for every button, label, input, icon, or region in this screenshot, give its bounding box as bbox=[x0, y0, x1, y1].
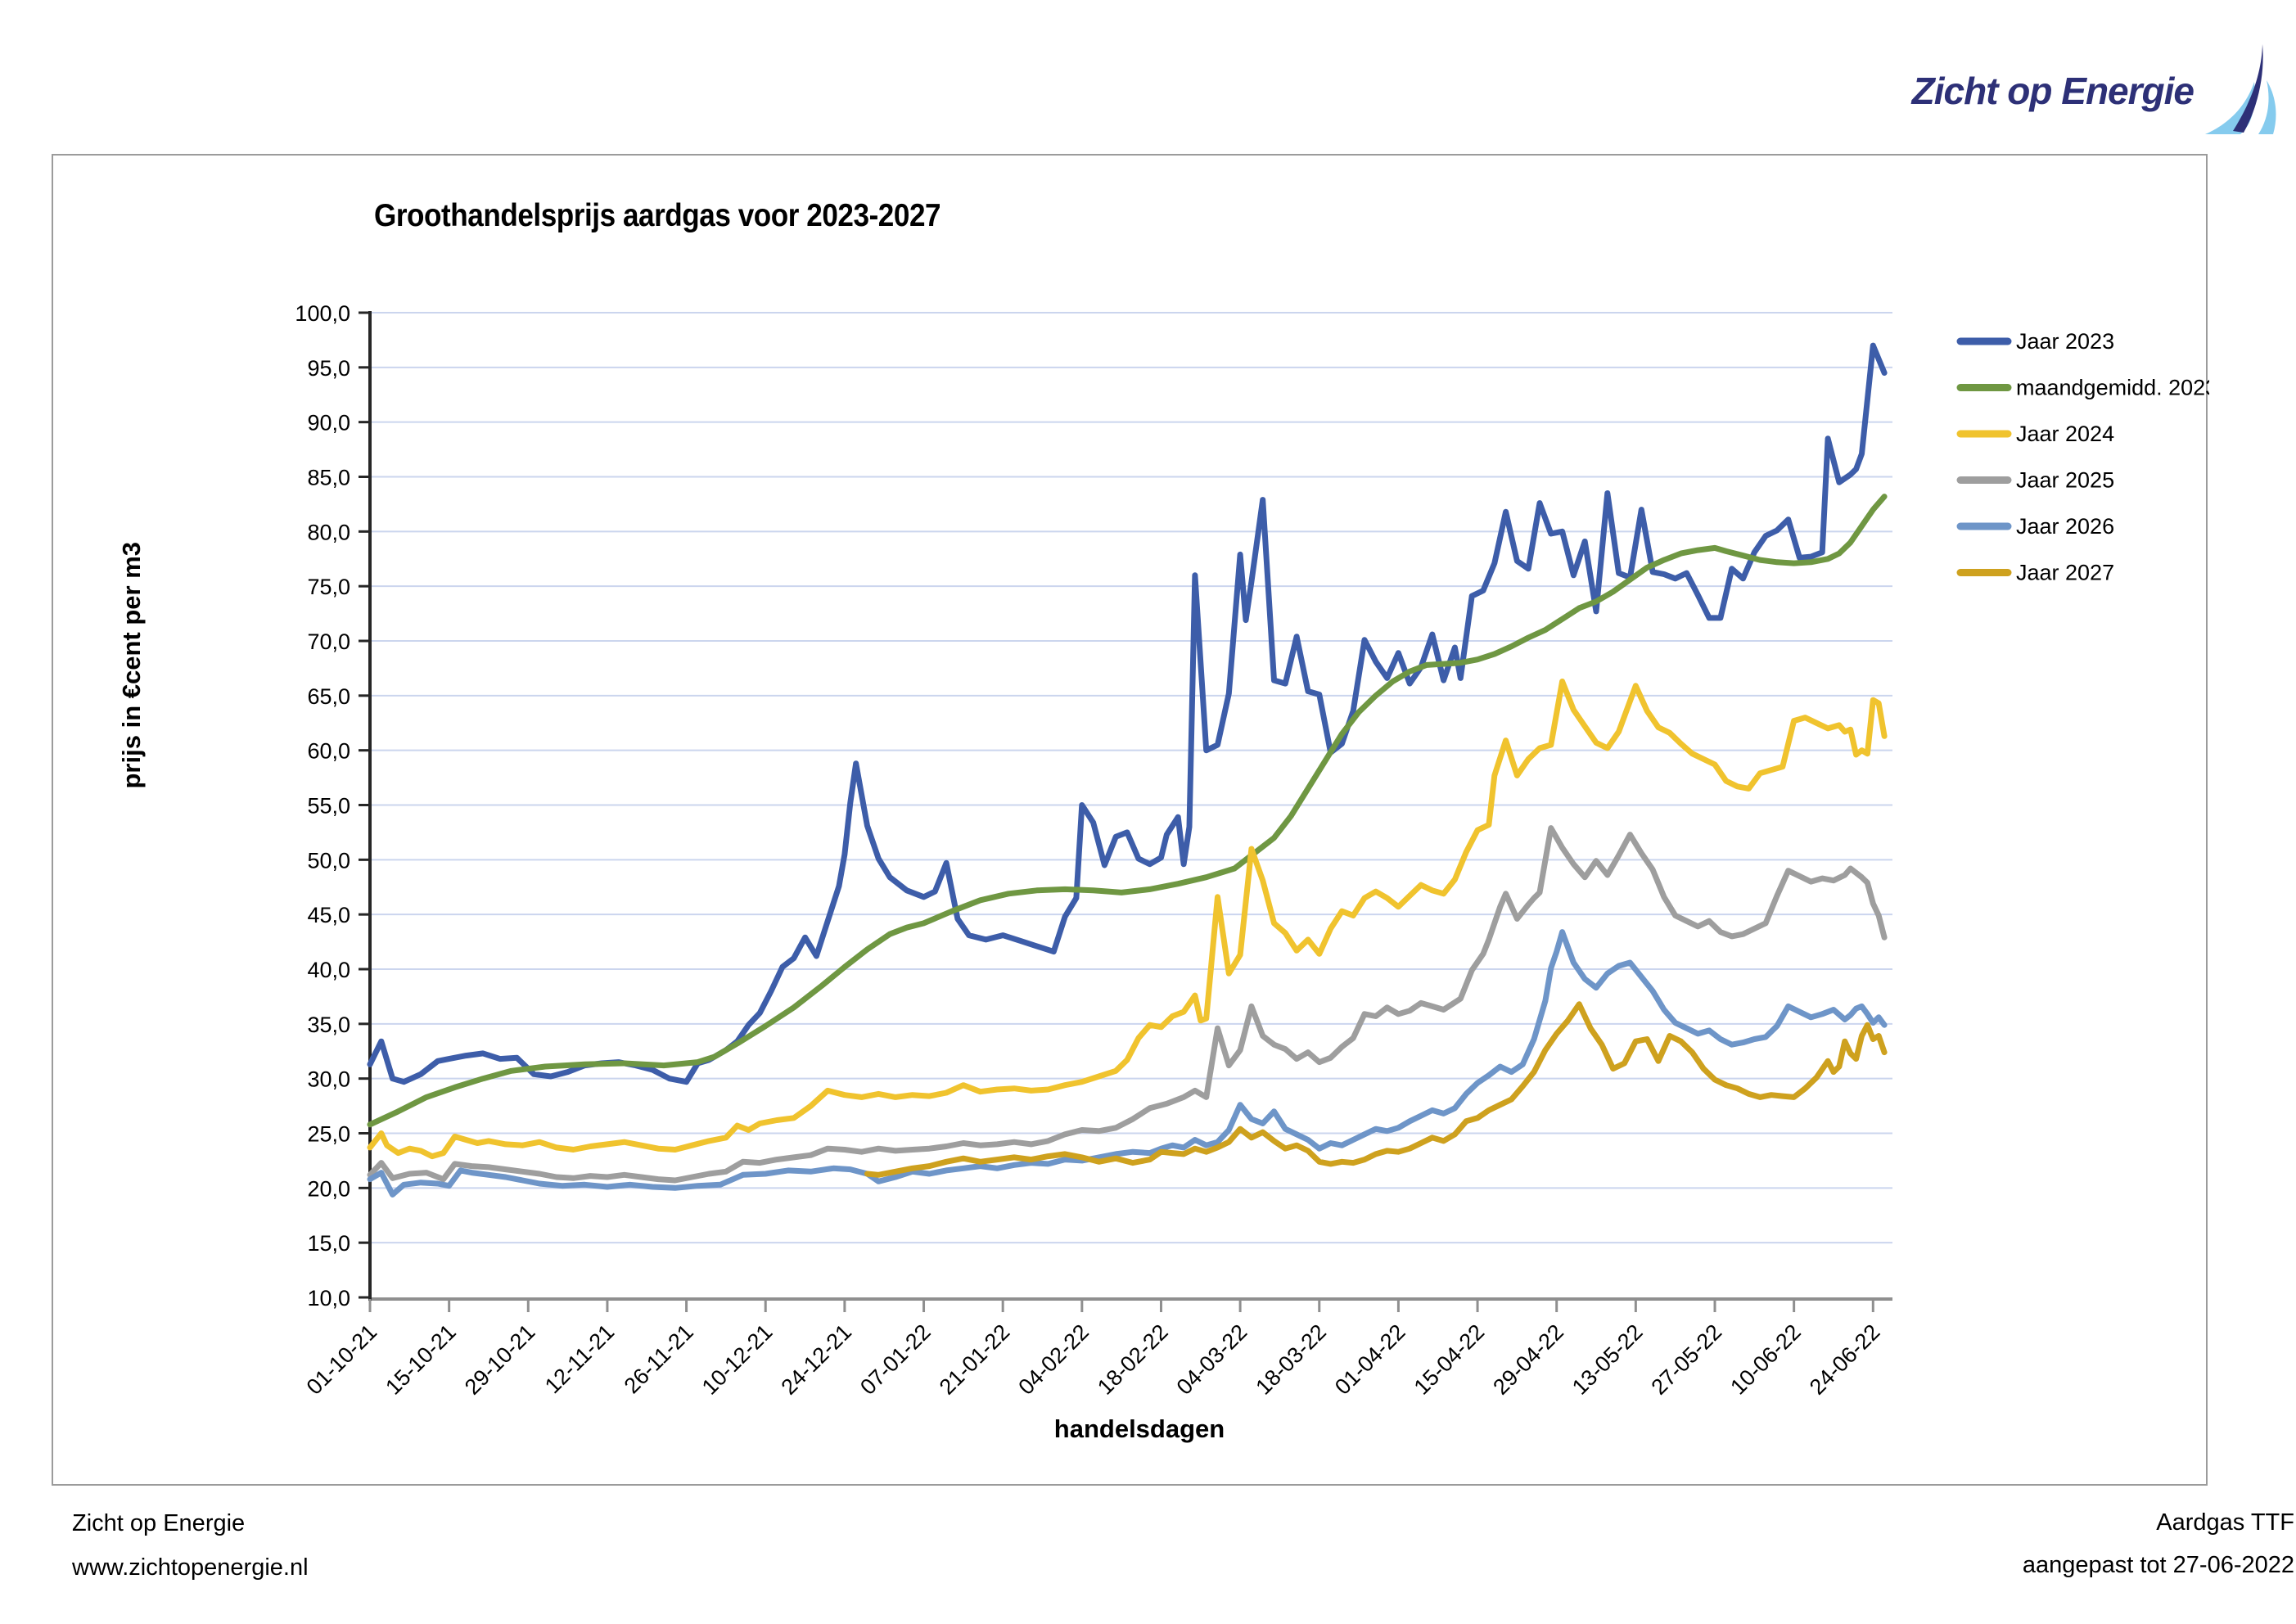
footer-product: Aardgas TTF bbox=[2156, 1509, 2294, 1536]
y-tick-label: 70,0 bbox=[307, 629, 350, 654]
y-tick-label: 20,0 bbox=[307, 1176, 350, 1201]
legend-label: Jaar 2025 bbox=[2016, 468, 2114, 493]
x-tick-label: 10-12-21 bbox=[697, 1320, 778, 1400]
y-tick-label: 90,0 bbox=[307, 411, 350, 435]
y-tick-label: 30,0 bbox=[307, 1067, 350, 1092]
y-tick-label: 100,0 bbox=[295, 301, 350, 326]
logo-text: Zicht op Energie bbox=[1911, 70, 2195, 112]
series-line-jaar-2024 bbox=[367, 679, 1888, 1160]
sailboat-icon bbox=[2205, 44, 2276, 134]
y-tick-label: 65,0 bbox=[307, 684, 350, 709]
plot-svg: 10,0 15,0 20,0 25,0 30,0 35,0 40,0 45,0 50,0 55,0… bbox=[295, 301, 2209, 1400]
y-tick-label: 60,0 bbox=[307, 739, 350, 764]
legend-label: Jaar 2024 bbox=[2016, 422, 2114, 446]
legend-label: Jaar 2026 bbox=[2016, 514, 2114, 539]
series-line-jaar-2026 bbox=[367, 929, 1888, 1198]
y-tick-label: 95,0 bbox=[307, 356, 350, 381]
x-tick-label: 24-12-21 bbox=[776, 1320, 856, 1400]
x-tick-label: 04-02-22 bbox=[1013, 1320, 1094, 1400]
x-tick-label: 18-02-22 bbox=[1093, 1320, 1173, 1400]
x-tick-label: 15-04-22 bbox=[1410, 1320, 1490, 1400]
x-tick-label: 27-05-22 bbox=[1647, 1320, 1727, 1400]
x-tick-label: 01-04-22 bbox=[1330, 1320, 1410, 1400]
footer-website: www.zichtopenergie.nl bbox=[72, 1554, 309, 1581]
x-tick-label: 26-11-21 bbox=[620, 1320, 698, 1398]
x-tick-label: 01-10-21 bbox=[302, 1320, 382, 1400]
y-tick-label: 75,0 bbox=[307, 575, 350, 599]
x-tick-label: 07-01-22 bbox=[855, 1320, 936, 1400]
series-line-jaar-2027 bbox=[864, 1001, 1888, 1178]
series-line-jaar-2025 bbox=[367, 825, 1888, 1184]
series-line-jaar-2023 bbox=[367, 342, 1888, 1085]
y-tick-label: 50,0 bbox=[307, 848, 350, 873]
x-tick-label: 18-03-22 bbox=[1251, 1320, 1331, 1400]
y-tick-label: 45,0 bbox=[307, 903, 350, 927]
x-tick-label: 29-04-22 bbox=[1488, 1320, 1568, 1400]
footer-right: Aardgas TTF aangepast tot 27-06-2022 bbox=[2023, 1501, 2294, 1586]
x-tick-label: 04-03-22 bbox=[1172, 1320, 1252, 1400]
y-tick-label: 35,0 bbox=[307, 1013, 350, 1037]
chart-title: Groothandelsprijs aardgas voor 2023-2027 bbox=[374, 198, 941, 233]
footer-updated: aangepast tot 27-06-2022 bbox=[2022, 1552, 2294, 1578]
x-tick-label: 15-10-21 bbox=[381, 1320, 461, 1400]
y-tick-label: 55,0 bbox=[307, 794, 350, 819]
legend-label: maandgemidd. 2023 bbox=[2016, 376, 2209, 400]
x-tick-label: 21-01-22 bbox=[935, 1320, 1015, 1400]
y-tick-label: 15,0 bbox=[307, 1231, 350, 1256]
y-tick-label: 85,0 bbox=[307, 466, 350, 490]
chart-frame: Groothandelsprijs aardgas voor 2023-2027… bbox=[52, 154, 2209, 1486]
y-tick-label: 80,0 bbox=[307, 520, 350, 544]
x-axis-title: handelsdagen bbox=[1053, 1414, 1225, 1443]
y-tick-label: 25,0 bbox=[307, 1122, 350, 1147]
x-tick-label: 12-11-21 bbox=[540, 1320, 619, 1398]
footer-left: Zicht op Energie www.zichtopenergie.nl bbox=[72, 1501, 309, 1590]
legend-label: Jaar 2027 bbox=[2016, 561, 2114, 585]
footer-company: Zicht op Energie bbox=[72, 1510, 246, 1536]
logo: Zicht op Energie bbox=[1912, 43, 2280, 139]
x-tick-label: 13-05-22 bbox=[1568, 1320, 1648, 1400]
series-line-maandgemidd-2023 bbox=[367, 494, 1888, 1128]
x-tick-label: 10-06-22 bbox=[1725, 1320, 1806, 1400]
legend-label: Jaar 2023 bbox=[2016, 329, 2114, 354]
y-tick-label: 40,0 bbox=[307, 958, 350, 982]
y-tick-label: 10,0 bbox=[307, 1286, 350, 1310]
x-tick-label: 24-06-22 bbox=[1805, 1320, 1885, 1400]
x-tick-label: 29-10-21 bbox=[460, 1320, 540, 1400]
